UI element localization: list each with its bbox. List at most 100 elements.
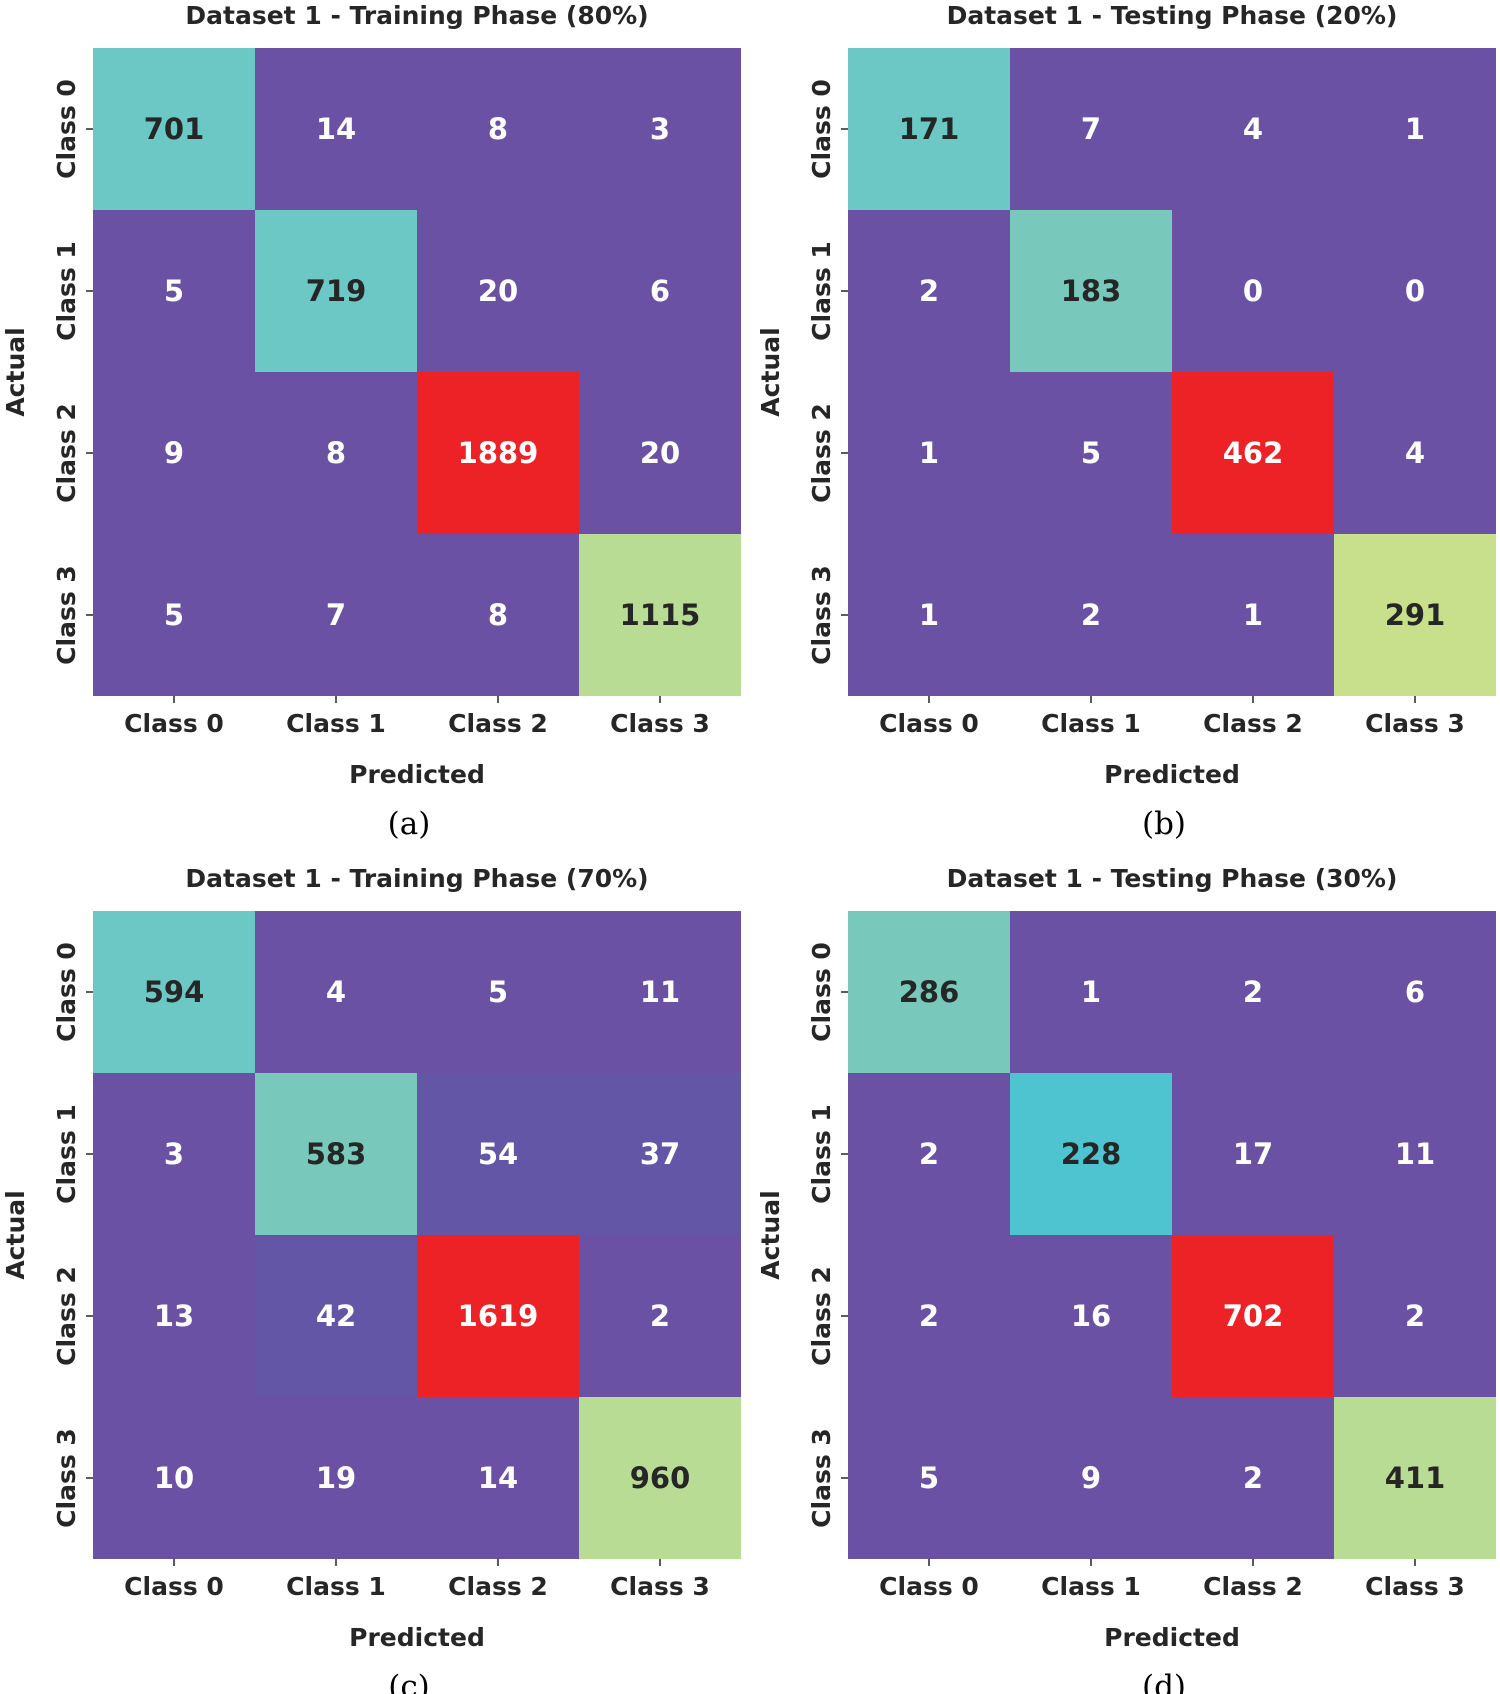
confusion-matrix-panel-c: Dataset 1 - Training Phase (70%) 594 4 5 11 3… (1, 864, 741, 1694)
heatmap-cell (579, 534, 741, 696)
x-tick-label: Class 3 (1365, 709, 1465, 738)
heatmap-cell (417, 1073, 579, 1235)
x-axis-label: Predicted (1104, 760, 1240, 789)
confusion-matrix-panel-d: Dataset 1 - Testing Phase (30%)286 1 2 62 22… (756, 864, 1496, 1694)
cell-value-label: 5 (919, 1461, 939, 1495)
heatmap-cell (255, 1235, 417, 1397)
heatmap-cell (1172, 210, 1334, 372)
cell-value-label: 8 (488, 112, 508, 146)
heatmap-cell (1334, 534, 1496, 696)
heatmap-cell (579, 911, 741, 1073)
heatmap-cell (579, 48, 741, 210)
cell-value-label: 1115 (620, 598, 701, 632)
heatmap-cell (1010, 372, 1172, 534)
heatmap-cell (1010, 534, 1172, 696)
panel-caption: (a) (388, 806, 431, 842)
y-axis-label: Actual (756, 1190, 785, 1279)
heatmap-cell (1010, 1397, 1172, 1559)
heatmap-cell (93, 210, 255, 372)
cell-value-label: 583 (306, 1137, 367, 1171)
cell-value-label: 5 (1081, 436, 1101, 470)
y-tick-label: Class 0 (807, 79, 836, 179)
panel-caption: (c) (388, 1669, 430, 1694)
heatmap-cell (1172, 372, 1334, 534)
cell-value-label: 1 (919, 436, 939, 470)
cell-value-label: 228 (1061, 1137, 1122, 1171)
cell-value-label: 2 (1243, 975, 1263, 1009)
heatmap-cell (579, 1073, 741, 1235)
cell-value-label: 19 (316, 1461, 356, 1495)
heatmap-cell (1172, 911, 1334, 1073)
heatmap-cell (1010, 911, 1172, 1073)
cell-value-label: 54 (478, 1137, 518, 1171)
chart-title: Dataset 1 - Training Phase (80%) (185, 1, 648, 30)
y-tick-label: Class 3 (52, 565, 81, 665)
x-axis-label: Predicted (1104, 1623, 1240, 1652)
cell-value-label: 1889 (458, 436, 539, 470)
chart-title: Dataset 1 - Testing Phase (20%) (947, 1, 1398, 30)
cell-value-label: 3 (650, 112, 670, 146)
heatmap-cell (1334, 1235, 1496, 1397)
heatmap-cell (93, 1397, 255, 1559)
heatmap-cell (848, 1073, 1010, 1235)
heatmap-cell (848, 48, 1010, 210)
y-tick-label: Class 2 (52, 403, 81, 503)
y-tick-label: Class 0 (52, 942, 81, 1042)
cell-value-label: 719 (306, 274, 367, 308)
x-tick-label: Class 0 (124, 1572, 224, 1601)
heatmap-cell (255, 372, 417, 534)
cell-value-label: 183 (1061, 274, 1122, 308)
heatmap-cell (417, 210, 579, 372)
y-tick-label: Class 1 (807, 1104, 836, 1204)
cell-value-label: 14 (316, 112, 356, 146)
y-tick-label: Class 1 (52, 1104, 81, 1204)
y-tick-label: Class 2 (807, 403, 836, 503)
cell-value-label: 20 (478, 274, 518, 308)
heatmap-cell (1334, 372, 1496, 534)
cell-value-label: 1 (1081, 975, 1101, 1009)
x-tick-label: Class 2 (1203, 1572, 1303, 1601)
cell-value-label: 2 (650, 1299, 670, 1333)
y-tick-label: Class 0 (807, 942, 836, 1042)
panel-caption: (b) (1142, 806, 1186, 842)
y-axis-label: Actual (1, 327, 30, 416)
heatmap-cell (848, 1235, 1010, 1397)
heatmap-cell (1010, 210, 1172, 372)
heatmap-cell (1334, 48, 1496, 210)
y-axis-label: Actual (756, 327, 785, 416)
y-tick-label: Class 3 (807, 565, 836, 665)
heatmap-cell (1334, 210, 1496, 372)
cell-value-label: 1619 (458, 1299, 539, 1333)
x-tick-label: Class 1 (1041, 709, 1141, 738)
cell-value-label: 462 (1223, 436, 1284, 470)
y-tick-label: Class 0 (52, 79, 81, 179)
chart-title: Dataset 1 - Training Phase (70%) (185, 864, 648, 893)
cell-value-label: 7 (326, 598, 346, 632)
cell-value-label: 1 (919, 598, 939, 632)
confusion-matrix-panel-a: Dataset 1 - Training Phase (80%) 701 14 8 3 5… (1, 1, 741, 842)
cell-value-label: 594 (144, 975, 205, 1009)
heatmap-cell (579, 210, 741, 372)
cell-value-label: 1 (1243, 598, 1263, 632)
x-axis-label: Predicted (349, 760, 485, 789)
confusion-matrix-panel-b: Dataset 1 - Testing Phase (20%) 171 7 4 1 2 18… (756, 1, 1496, 842)
x-tick-label: Class 2 (448, 709, 548, 738)
heatmap-cell (579, 372, 741, 534)
cell-value-label: 9 (1081, 1461, 1101, 1495)
heatmap-cell (1334, 911, 1496, 1073)
cell-value-label: 2 (1405, 1299, 1425, 1333)
y-tick-label: Class 1 (807, 241, 836, 341)
cell-value-label: 960 (630, 1461, 691, 1495)
heatmap-cell (1010, 1235, 1172, 1397)
heatmap-cell (1172, 534, 1334, 696)
cell-value-label: 6 (1405, 975, 1425, 1009)
x-tick-label: Class 0 (124, 709, 224, 738)
cell-value-label: 286 (899, 975, 960, 1009)
cell-value-label: 11 (1395, 1137, 1435, 1171)
x-tick-label: Class 0 (879, 1572, 979, 1601)
cell-value-label: 2 (1243, 1461, 1263, 1495)
cell-value-label: 13 (154, 1299, 194, 1333)
heatmap-cell (848, 1397, 1010, 1559)
heatmap-cell (417, 48, 579, 210)
heatmap-cell (579, 1235, 741, 1397)
